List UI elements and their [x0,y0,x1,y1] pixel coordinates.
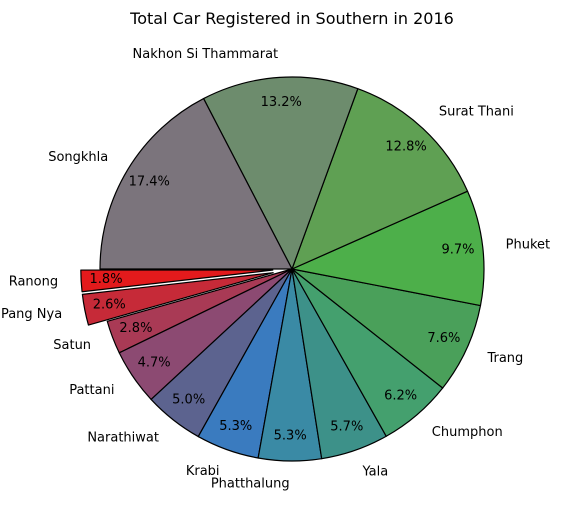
category-label-ranong: Ranong [9,275,58,290]
pie-slices [80,76,485,462]
category-label-krabi: Krabi [186,464,220,479]
pie-slice-phuket [291,190,485,307]
pct-label-trang: 7.6% [427,331,460,346]
category-label-trang: Trang [486,351,523,366]
pct-label-pang-nya: 2.6% [93,298,126,313]
pct-label-chumphon: 6.2% [384,388,417,403]
pct-label-surat-thani: 12.8% [385,139,426,154]
category-label-satun: Satun [53,338,91,353]
pct-label-satun: 2.8% [119,321,152,336]
pct-label-yala: 5.7% [330,419,363,434]
category-label-chumphon: Chumphon [432,425,503,440]
pie-slice-songkhla [99,97,293,270]
pie-slice-pang-nya [81,272,274,326]
pie-slice-ranong [80,269,274,293]
category-label-pang-nya: Pang Nya [1,307,62,322]
category-label-surat-thani: Surat Thani [439,104,514,119]
pct-label-phuket: 9.7% [441,243,474,258]
category-label-nakhon-si-thammarat: Nakhon Si Thammarat [133,47,279,62]
pct-label-ranong: 1.8% [90,272,123,287]
category-label-phatthalung: Phatthalung [211,477,290,492]
category-label-yala: Yala [362,465,389,480]
pct-label-songkhla: 17.4% [129,175,170,190]
category-label-songkhla: Songkhla [48,150,108,165]
pct-label-nakhon-si-thammarat: 13.2% [261,95,302,110]
category-label-phuket: Phuket [506,237,550,252]
category-label-pattani: Pattani [69,383,114,398]
pct-label-pattani: 4.7% [138,356,171,371]
pct-label-phatthalung: 5.3% [274,429,307,444]
pct-label-narathiwat: 5.0% [172,393,205,408]
category-label-narathiwat: Narathiwat [87,430,159,445]
pie-labels: 1.8% Ranong 2.6% Pang Nya 2.8% Satun 4.7% Patta… [1,47,550,492]
pie-slice-surat-thani [291,88,469,270]
pct-label-krabi: 5.3% [219,419,252,434]
chart-title: Total Car Registered in Southern in 2016 [129,9,454,28]
pie-slice-nakhon-si-thammarat [202,76,359,270]
